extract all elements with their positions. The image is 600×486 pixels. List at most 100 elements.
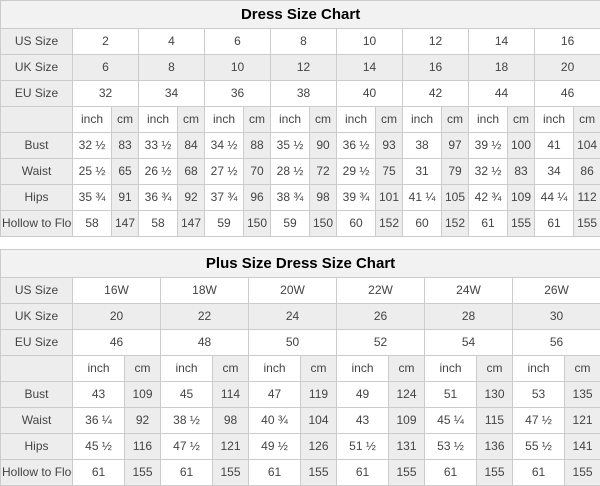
size-value-cell: 40 — [337, 81, 403, 107]
row-label: Bust — [1, 382, 73, 408]
measure-cm-cell: 97 — [442, 133, 469, 159]
measure-cm-cell: 155 — [301, 460, 337, 486]
measure-inch-cell: 55 ½ — [513, 434, 565, 460]
measure-cm-cell: 92 — [178, 185, 205, 211]
measure-cm-cell: 131 — [389, 434, 425, 460]
measure-inch-cell: 34 ½ — [205, 133, 244, 159]
measure-cm-cell: 92 — [125, 408, 161, 434]
measure-cm-cell: 84 — [178, 133, 205, 159]
measure-cm-cell: 150 — [244, 211, 271, 237]
unit-inch-cell: inch — [425, 356, 477, 382]
measure-cm-cell: 109 — [508, 185, 535, 211]
unit-inch-cell: inch — [249, 356, 301, 382]
measure-inch-cell: 38 ¾ — [271, 185, 310, 211]
measure-cm-cell: 90 — [310, 133, 337, 159]
measure-inch-cell: 39 ¾ — [337, 185, 376, 211]
row-label: EU Size — [1, 330, 73, 356]
measure-inch-cell: 49 ½ — [249, 434, 301, 460]
unit-cm-cell: cm — [310, 107, 337, 133]
measure-cm-cell: 155 — [213, 460, 249, 486]
measure-cm-cell: 155 — [125, 460, 161, 486]
unit-cm-cell: cm — [477, 356, 513, 382]
size-value-cell: 38 — [271, 81, 337, 107]
measure-cm-cell: 141 — [565, 434, 600, 460]
measure-inch-cell: 35 ½ — [271, 133, 310, 159]
size-value-cell: 22W — [337, 278, 425, 304]
unit-cm-cell: cm — [376, 107, 403, 133]
size-value-cell: 8 — [271, 29, 337, 55]
measure-inch-cell: 61 — [513, 460, 565, 486]
unit-inch-cell: inch — [271, 107, 310, 133]
measure-inch-cell: 33 ½ — [139, 133, 178, 159]
measure-inch-cell: 38 ½ — [161, 408, 213, 434]
measure-cm-cell: 119 — [301, 382, 337, 408]
unit-row-empty-cell — [1, 107, 73, 133]
measure-inch-cell: 26 ½ — [139, 159, 178, 185]
unit-cm-cell: cm — [508, 107, 535, 133]
row-label: UK Size — [1, 304, 73, 330]
size-value-cell: 16W — [73, 278, 161, 304]
row-label: US Size — [1, 29, 73, 55]
size-value-cell: 14 — [337, 55, 403, 81]
row-label: UK Size — [1, 55, 73, 81]
measure-cm-cell: 72 — [310, 159, 337, 185]
size-value-cell: 48 — [161, 330, 249, 356]
measure-inch-cell: 49 — [337, 382, 389, 408]
unit-cm-cell: cm — [213, 356, 249, 382]
unit-cm-cell: cm — [565, 356, 600, 382]
row-label: Hips — [1, 185, 73, 211]
measure-cm-cell: 152 — [376, 211, 403, 237]
measure-inch-cell: 61 — [425, 460, 477, 486]
size-value-cell: 4 — [139, 29, 205, 55]
measure-cm-cell: 109 — [125, 382, 161, 408]
unit-cm-cell: cm — [125, 356, 161, 382]
measure-cm-cell: 104 — [301, 408, 337, 434]
size-value-cell: 18 — [469, 55, 535, 81]
measure-cm-cell: 96 — [244, 185, 271, 211]
size-value-cell: 16 — [403, 55, 469, 81]
row-label: Bust — [1, 133, 73, 159]
size-value-cell: 18W — [161, 278, 249, 304]
measure-cm-cell: 114 — [213, 382, 249, 408]
measure-cm-cell: 109 — [389, 408, 425, 434]
row-label: Hollow to Floor — [1, 211, 73, 237]
unit-inch-cell: inch — [161, 356, 213, 382]
size-value-cell: 52 — [337, 330, 425, 356]
measure-cm-cell: 79 — [442, 159, 469, 185]
size-value-cell: 26 — [337, 304, 425, 330]
measure-inch-cell: 58 — [73, 211, 112, 237]
measure-inch-cell: 53 — [513, 382, 565, 408]
measure-inch-cell: 36 ¼ — [73, 408, 125, 434]
measure-cm-cell: 65 — [112, 159, 139, 185]
measure-inch-cell: 47 ½ — [161, 434, 213, 460]
size-value-cell: 30 — [513, 304, 600, 330]
size-value-cell: 24W — [425, 278, 513, 304]
measure-inch-cell: 44 ¼ — [535, 185, 574, 211]
unit-inch-cell: inch — [73, 107, 112, 133]
table-title: Plus Size Dress Size Chart — [1, 250, 600, 278]
unit-inch-cell: inch — [403, 107, 442, 133]
row-label: EU Size — [1, 81, 73, 107]
measure-inch-cell: 59 — [205, 211, 244, 237]
measure-cm-cell: 98 — [213, 408, 249, 434]
measure-cm-cell: 105 — [442, 185, 469, 211]
size-value-cell: 12 — [403, 29, 469, 55]
measure-cm-cell: 91 — [112, 185, 139, 211]
size-value-cell: 20 — [535, 55, 600, 81]
measure-cm-cell: 155 — [389, 460, 425, 486]
size-value-cell: 28 — [425, 304, 513, 330]
measure-cm-cell: 68 — [178, 159, 205, 185]
unit-inch-cell: inch — [205, 107, 244, 133]
measure-cm-cell: 130 — [477, 382, 513, 408]
measure-inch-cell: 59 — [271, 211, 310, 237]
measure-cm-cell: 86 — [574, 159, 600, 185]
size-value-cell: 6 — [73, 55, 139, 81]
row-label: Hips — [1, 434, 73, 460]
table-title: Dress Size Chart — [1, 1, 600, 29]
size-value-cell: 50 — [249, 330, 337, 356]
measure-inch-cell: 35 ¾ — [73, 185, 112, 211]
measure-cm-cell: 70 — [244, 159, 271, 185]
measure-inch-cell: 61 — [161, 460, 213, 486]
measure-inch-cell: 60 — [337, 211, 376, 237]
